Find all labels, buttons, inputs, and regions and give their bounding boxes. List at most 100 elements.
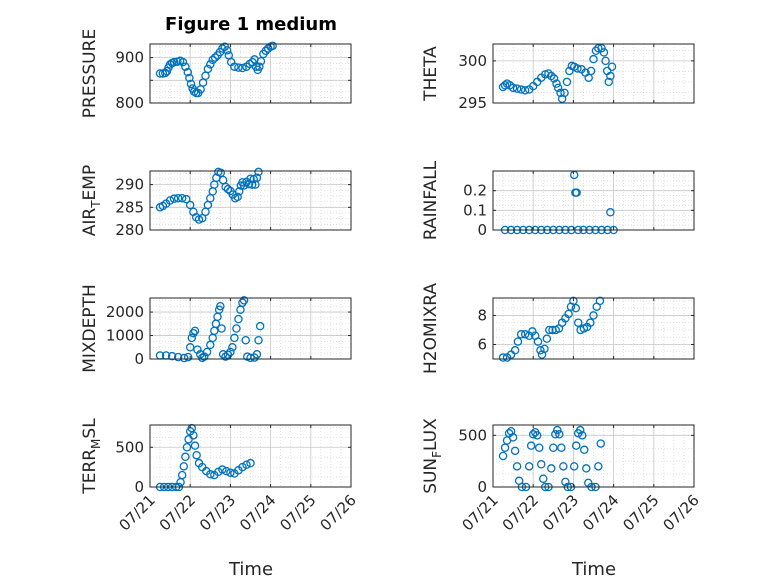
- panel-7-data-point: [571, 441, 581, 450]
- panel-1-data-point: [607, 62, 617, 72]
- panel-0-background: [150, 44, 351, 103]
- panel-4-data-point: [239, 296, 249, 305]
- panel-2-ytick-label: 290: [115, 176, 144, 194]
- panel-0-data-point: [169, 57, 179, 67]
- panel-7-data-point: [524, 462, 534, 471]
- subplot-7: 0 500 SUNFLUX 07/2107/2207/2307/2407/2507/2…: [421, 418, 703, 535]
- panel-4-ytick-label: 2000: [106, 303, 144, 321]
- panel-5-data-point: [516, 330, 526, 339]
- panel-3-ylabel: RAINFALL: [421, 160, 441, 240]
- panel-0-data-point: [208, 55, 217, 65]
- panel-6-data-point: [222, 466, 231, 476]
- panel-1-data-point: [500, 81, 510, 90]
- panel-4-data-point: [190, 326, 200, 336]
- panel-1-axes-box: [492, 43, 695, 104]
- subplot-0: 800 900 PRESSURE: [80, 29, 352, 118]
- panel-0-data-point: [268, 41, 277, 51]
- panel-2-data-point: [246, 174, 255, 183]
- panel-4-data-point: [185, 343, 195, 352]
- panel-1-data-point: [573, 64, 582, 73]
- panel-6-ytick-label: 500: [115, 438, 144, 456]
- panel-7-data-point: [534, 443, 544, 452]
- panel-2-data-point: [252, 173, 262, 183]
- panel-1-data-point: [594, 43, 603, 53]
- panel-1-ytick-label: 300: [458, 52, 487, 70]
- panel-4-data-point: [193, 345, 202, 354]
- panel-4-ylabel: MIXDEPTH: [80, 284, 100, 373]
- panel-1-data-point: [586, 66, 596, 76]
- panel-1-data-point: [516, 85, 526, 94]
- panel-4-data-point: [214, 305, 224, 314]
- panel-5-data-point: [498, 353, 508, 362]
- panel-4-data-point: [246, 353, 255, 363]
- panel-0-data-point: [230, 62, 239, 71]
- panel-6-xtick-label: 07/21: [116, 491, 159, 534]
- panel-1-data-point: [601, 56, 610, 66]
- panel-1-data-point: [606, 71, 615, 81]
- panel-5-data-point: [540, 344, 549, 354]
- panel-4-data-point: [226, 347, 235, 357]
- panel-3-ytick-label: 0.1: [463, 201, 487, 219]
- panel-1-ylabel: THETA: [421, 46, 441, 102]
- panel-5-axes-box: [492, 297, 695, 360]
- panel-3-data-point: [606, 208, 615, 217]
- panel-7-data-point: [569, 462, 579, 471]
- panel-6-data-point: [189, 431, 198, 440]
- panel-7-data-point: [582, 464, 591, 473]
- panel-5-data-point: [586, 318, 595, 327]
- panel-6-data-point: [192, 450, 201, 460]
- panel-1-ytick-label: 295: [458, 94, 487, 112]
- panel-6-xtick-label: 07/22: [156, 491, 199, 534]
- panel-5-data-point: [510, 346, 520, 355]
- panel-7-data-point: [555, 430, 564, 439]
- panel-1-data-point: [552, 79, 561, 88]
- panel-4-data-point: [232, 324, 241, 333]
- panel-1-data-point: [589, 54, 598, 64]
- panel-3-ytick-label: 0.2: [463, 182, 487, 200]
- panel-4-data-point: [217, 324, 226, 333]
- panel-6-data-point: [226, 468, 235, 477]
- panel-0-data-point: [222, 46, 232, 55]
- panel-1-data-point: [599, 48, 609, 57]
- panel-5-data-point: [545, 325, 554, 335]
- panel-5-data-point: [536, 346, 545, 355]
- panel-6-data-point: [190, 441, 200, 450]
- panel-2-data-point: [169, 194, 179, 203]
- panel-0-data-point: [261, 46, 271, 56]
- panel-2-data-point: [247, 180, 257, 189]
- panel-7-xtick-label: 07/21: [459, 491, 502, 534]
- panel-7-data-point: [559, 462, 568, 471]
- panel-7-data-point: [526, 441, 536, 450]
- panel-5-ytick-label: 8: [477, 306, 487, 324]
- panel-6-data-point: [177, 470, 187, 480]
- panel-7-data-point: [594, 462, 603, 471]
- panel-6-xtick-label: 07/25: [276, 491, 319, 534]
- panel-5-data-point: [513, 337, 523, 346]
- panel-1-data-point: [553, 83, 563, 93]
- panel-6-data-point: [181, 452, 190, 462]
- panel-7-xtick-label: 07/26: [660, 491, 703, 534]
- subplot-4: 0 1000 2000 MIXDEPTH: [80, 284, 352, 373]
- panel-1-data-point: [597, 43, 606, 53]
- panel-4-data-point: [234, 314, 243, 324]
- panel-2-data-point: [244, 179, 254, 189]
- panel-2-data-point: [173, 193, 183, 203]
- panel-7-ylabel: SUNFLUX: [421, 418, 444, 494]
- panel-4-ytick-label: 0: [134, 350, 144, 368]
- panel-4-data-point: [241, 335, 250, 345]
- panel-7-data-point: [536, 460, 546, 469]
- panel-4-data-point: [238, 298, 247, 307]
- panel-7-data-point: [512, 462, 522, 471]
- panel-2-data-point: [233, 192, 242, 202]
- panel-3-axes-box: [492, 170, 695, 231]
- panel-0-ytick-label: 800: [115, 94, 144, 112]
- panel-6-xtick-label: 07/24: [236, 491, 279, 534]
- panel-0-data-point: [186, 79, 196, 89]
- panel-1-data-point: [565, 66, 574, 76]
- panel-6-data-point: [218, 465, 227, 474]
- panel-4-data-point: [200, 352, 209, 361]
- panel-7-data-point: [596, 439, 605, 448]
- panel-4-data-point: [202, 347, 212, 357]
